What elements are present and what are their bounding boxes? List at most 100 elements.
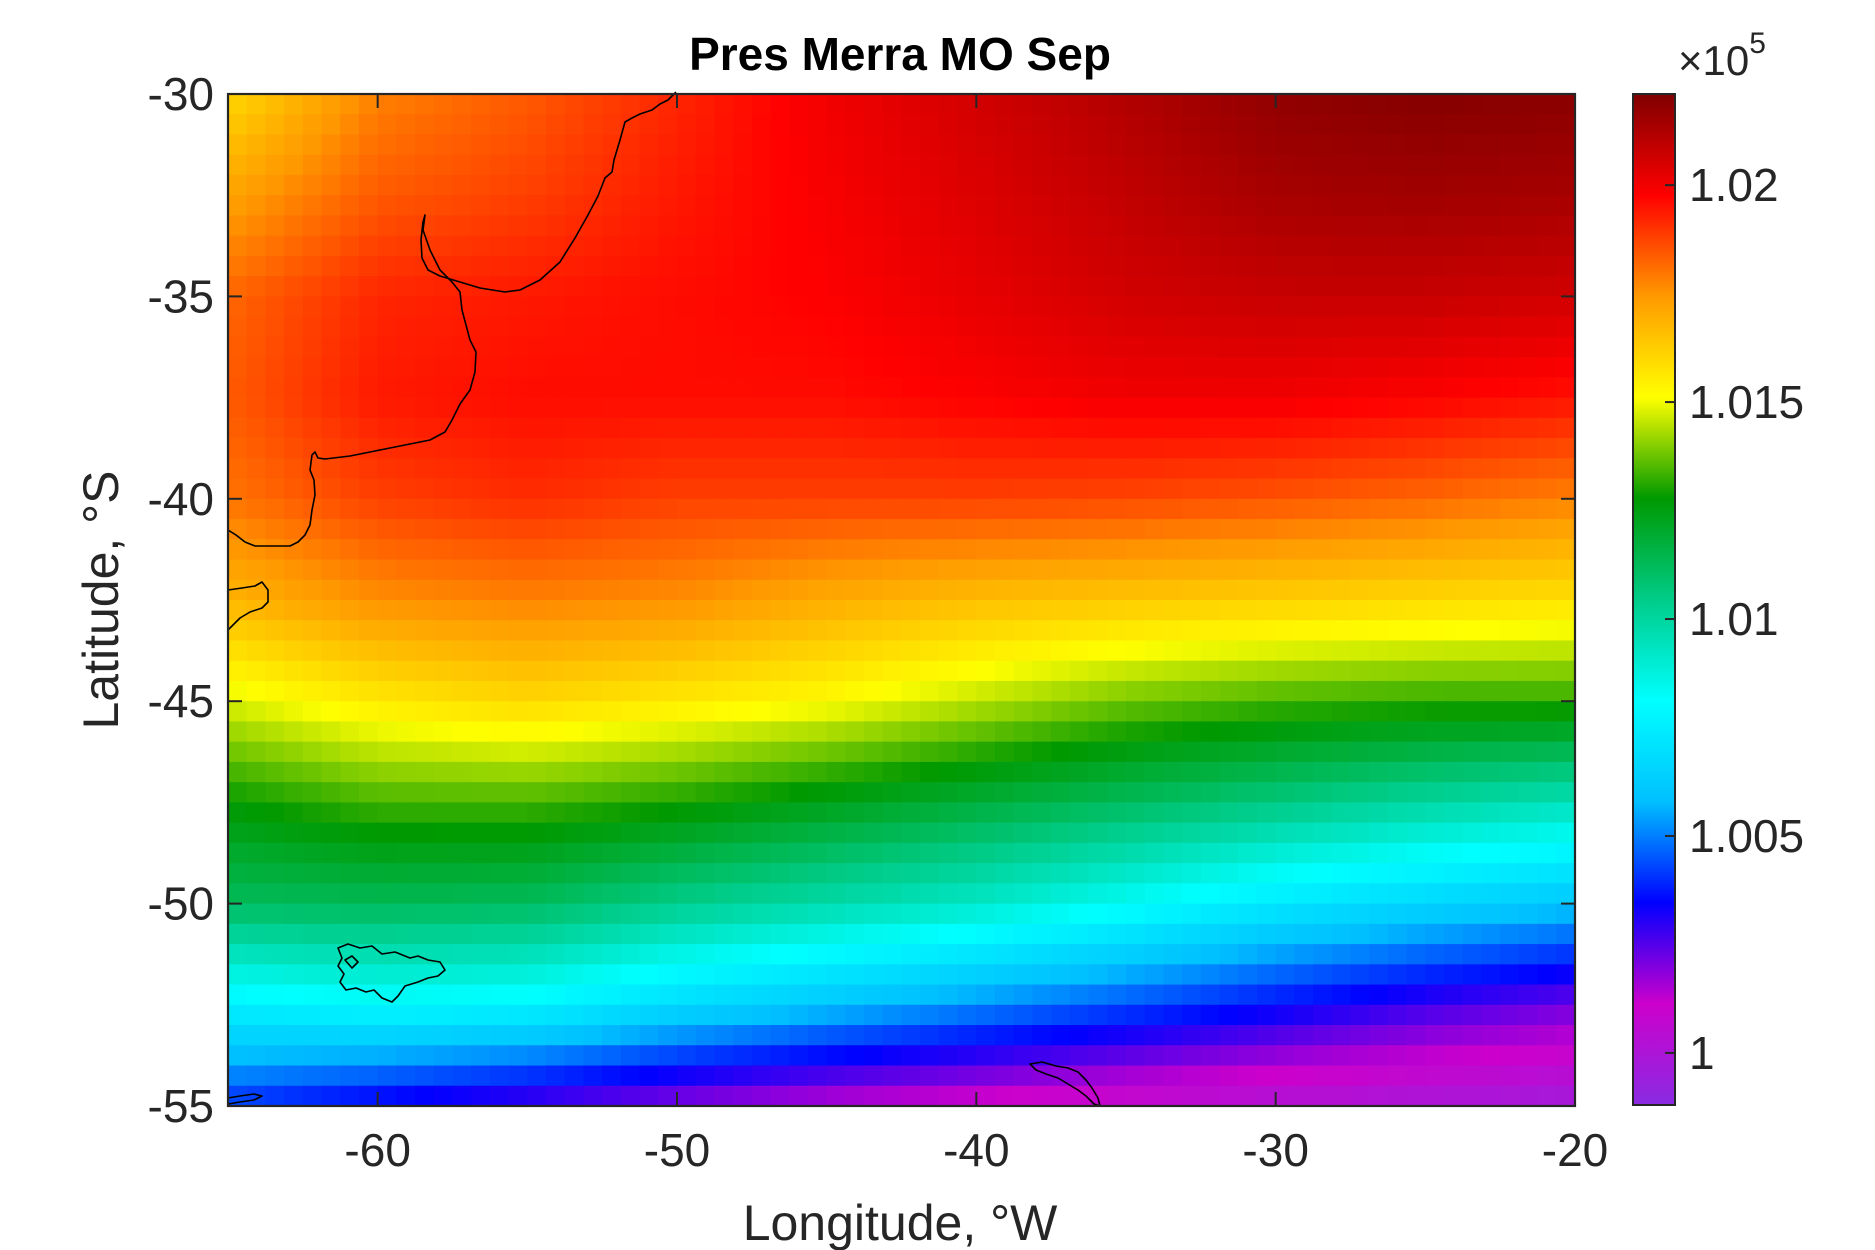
heatmap-cell [1200, 478, 1221, 500]
heatmap-cell [527, 478, 547, 500]
heatmap-cell [321, 417, 341, 439]
heatmap-cell [1444, 923, 1464, 945]
heatmap-cell [1126, 802, 1146, 824]
heatmap-cell [826, 721, 846, 743]
heatmap-cell [864, 903, 884, 925]
heatmap-cell [602, 741, 622, 763]
heatmap-cell [864, 438, 884, 459]
heatmap-cell [882, 782, 903, 803]
heatmap-cell [770, 1065, 790, 1087]
heatmap-cell [1350, 397, 1370, 419]
heatmap-cell [1387, 822, 1408, 844]
heatmap-cell [527, 134, 547, 156]
heatmap-cell [938, 802, 959, 824]
heatmap-cell [1537, 458, 1557, 480]
heatmap-cell [546, 1025, 566, 1046]
heatmap-cell [1144, 498, 1165, 520]
heatmap-cell [1069, 863, 1090, 884]
heatmap-cell [1369, 1065, 1389, 1087]
heatmap-cell [1313, 701, 1333, 723]
heatmap-cell [695, 296, 716, 318]
heatmap-cell [751, 276, 772, 297]
heatmap-cell [1144, 195, 1165, 217]
heatmap-cell [807, 154, 828, 176]
heatmap-cell [1444, 782, 1464, 803]
heatmap-cell [396, 842, 416, 864]
heatmap-cell [471, 255, 491, 277]
heatmap-cell [1481, 336, 1501, 358]
heatmap-cell [1069, 782, 1090, 803]
heatmap-cell [396, 478, 416, 500]
heatmap-cell [377, 296, 397, 318]
heatmap-cell [1556, 417, 1576, 439]
heatmap-cell [1219, 94, 1239, 115]
heatmap-cell [1219, 1065, 1239, 1087]
heatmap-cell [1294, 296, 1314, 318]
heatmap-cell [1369, 458, 1389, 480]
heatmap-cell [826, 600, 846, 621]
heatmap-cell [284, 195, 304, 217]
heatmap-cell [1500, 215, 1520, 237]
heatmap-cell [284, 600, 304, 621]
heatmap-cell [1537, 701, 1557, 723]
heatmap-cell [508, 680, 528, 702]
heatmap-cell [415, 458, 435, 480]
heatmap-cell [321, 782, 341, 803]
heatmap-cell [1275, 519, 1295, 540]
heatmap-cell [583, 1045, 603, 1067]
heatmap-cell [1313, 559, 1333, 581]
heatmap-cell [1088, 903, 1108, 925]
heatmap-cell [1032, 640, 1052, 662]
heatmap-cell [1406, 539, 1426, 561]
heatmap-cell [1518, 964, 1539, 986]
heatmap-cell [228, 417, 248, 439]
heatmap-cell [807, 640, 828, 662]
heatmap-cell [302, 863, 323, 884]
heatmap-cell [1126, 782, 1146, 803]
heatmap-cell [1294, 903, 1314, 925]
heatmap-cell [845, 944, 865, 965]
heatmap-cell [957, 498, 977, 520]
heatmap-cell [1200, 579, 1221, 601]
heatmap-cell [1013, 174, 1034, 196]
heatmap-cell [882, 680, 903, 702]
heatmap-cell [789, 600, 809, 621]
heatmap-cell [246, 1025, 267, 1046]
heatmap-cell [1219, 984, 1239, 1006]
heatmap-cell [1013, 215, 1034, 237]
heatmap-cell [1163, 134, 1183, 156]
heatmap-cell [901, 640, 921, 662]
heatmap-cell [1256, 721, 1277, 743]
heatmap-cell [1013, 519, 1034, 540]
heatmap-cell [639, 478, 659, 500]
heatmap-cell [1107, 114, 1127, 136]
heatmap-cell [1107, 863, 1127, 884]
heatmap-cell [1406, 903, 1426, 925]
heatmap-cell [1331, 923, 1352, 945]
heatmap-cell [265, 336, 285, 358]
heatmap-cell [733, 215, 753, 237]
heatmap-cell [976, 357, 996, 378]
heatmap-cell [920, 114, 940, 136]
heatmap-cell [620, 235, 641, 257]
heatmap-cell [1406, 782, 1426, 803]
heatmap-cell [733, 680, 753, 702]
heatmap-cell [1013, 1004, 1034, 1026]
heatmap-cell [658, 782, 678, 803]
heatmap-cell [1107, 1065, 1127, 1087]
heatmap-cell [1275, 478, 1295, 500]
heatmap-cell [714, 660, 734, 682]
heatmap-cell [1182, 114, 1202, 136]
heatmap-cell [489, 438, 510, 459]
heatmap-cell [1032, 863, 1052, 884]
heatmap-cell [826, 417, 846, 439]
heatmap-cell [1163, 478, 1183, 500]
heatmap-cell [920, 357, 940, 378]
heatmap-cell [1425, 883, 1445, 905]
heatmap-cell [415, 721, 435, 743]
heatmap-cell [1069, 235, 1090, 257]
heatmap-cell [340, 519, 360, 540]
heatmap-cell [714, 336, 734, 358]
heatmap-cell [957, 680, 977, 702]
heatmap-cell [976, 174, 996, 196]
